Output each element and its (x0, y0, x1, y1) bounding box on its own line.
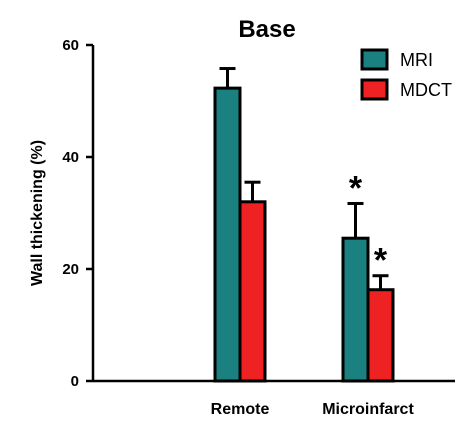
x-category-label: Microinfarct (322, 401, 414, 418)
y-tick-label: 20 (62, 261, 79, 278)
legend-label: MRI (400, 50, 433, 70)
axes (91, 45, 455, 383)
chart-title: Base (238, 16, 295, 43)
bars: ** (213, 67, 395, 383)
significance-marker: * (374, 242, 388, 280)
y-ticks: 0 20 40 60 (62, 37, 93, 390)
y-tick-label: 60 (62, 37, 79, 54)
legend: MRI MDCT (360, 48, 452, 101)
y-axis-label: Wall thickening (%) (29, 140, 46, 286)
legend-swatch (360, 48, 389, 71)
y-tick-label: 0 (71, 373, 79, 390)
bar-mdct (238, 200, 267, 383)
x-category-label: Remote (211, 401, 270, 418)
bar-mdct (366, 288, 395, 383)
legend-swatch (360, 78, 389, 101)
bar-mri (213, 86, 242, 383)
legend-label: MDCT (400, 80, 452, 100)
category-labels: Remote Microinfarct (211, 401, 415, 418)
significance-marker: * (349, 169, 363, 207)
y-tick-label: 40 (62, 149, 79, 166)
bar-mri (341, 236, 370, 383)
